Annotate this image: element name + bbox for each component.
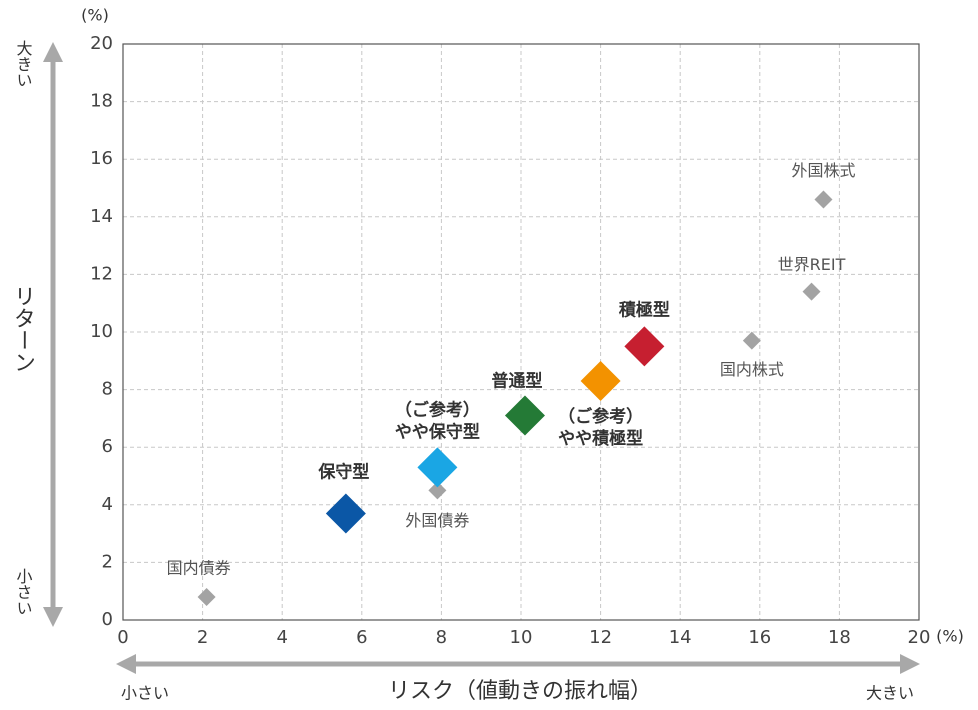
point	[504, 395, 545, 436]
point-label: 国内債券	[167, 558, 231, 577]
point	[428, 481, 447, 500]
point	[325, 493, 366, 534]
point-label: 外国債券	[405, 511, 469, 530]
point	[417, 447, 458, 488]
x-tick-label: 16	[748, 627, 771, 648]
x-tick-label: 20	[908, 627, 931, 648]
point-label: 積極型	[619, 299, 670, 320]
x-label: リスク（値動きの振れ幅）	[388, 679, 652, 704]
x-tick-label: 4	[276, 627, 287, 648]
point-label: やや保守型	[395, 421, 480, 442]
y-unit: (%)	[81, 6, 109, 25]
x-tick-label: 12	[589, 627, 612, 648]
y-tick-label: 2	[102, 551, 113, 572]
y-low: 小さい	[14, 568, 33, 616]
point	[742, 331, 761, 350]
x-tick-label: 14	[669, 627, 692, 648]
y-label: リターン	[10, 285, 35, 373]
point	[580, 360, 621, 401]
y-tick-label: 4	[102, 494, 113, 515]
x-high: 大きい	[866, 684, 914, 703]
y-tick-label: 8	[102, 379, 113, 400]
point	[624, 326, 665, 367]
y-tick-label: 6	[102, 436, 113, 457]
y-tick-label: 16	[90, 148, 113, 169]
point-label: 普通型	[491, 371, 542, 392]
y-tick-label: 12	[90, 263, 113, 284]
point-label: （ご参考）	[395, 399, 480, 420]
point	[197, 587, 216, 606]
y-tick-label: 10	[90, 321, 113, 342]
point	[814, 190, 833, 209]
y-tick-label: 18	[90, 91, 113, 112]
y-tick-label: 14	[90, 206, 113, 227]
y-tick-label: 20	[90, 33, 113, 54]
y-tick-label: 0	[102, 609, 113, 630]
y-high: 大きい	[14, 40, 33, 88]
x-tick-label: 6	[356, 627, 367, 648]
x-tick-label: 10	[510, 627, 533, 648]
plot-frame	[122, 43, 920, 621]
point-label: 国内株式	[720, 360, 784, 379]
point-label: 世界REIT	[778, 255, 846, 274]
point-label: やや積極型	[558, 428, 643, 449]
point-label: 外国株式	[791, 161, 855, 180]
x-tick-label: 18	[828, 627, 851, 648]
x-tick-label: 8	[436, 627, 447, 648]
point	[802, 282, 821, 301]
x-tick-label: 2	[197, 627, 208, 648]
point-label: （ご参考）	[558, 406, 643, 427]
x-low: 小さい	[121, 684, 169, 703]
x-tick-label: 0	[117, 627, 128, 648]
x-unit: (%)	[936, 627, 964, 646]
point-label: 保守型	[317, 461, 369, 482]
